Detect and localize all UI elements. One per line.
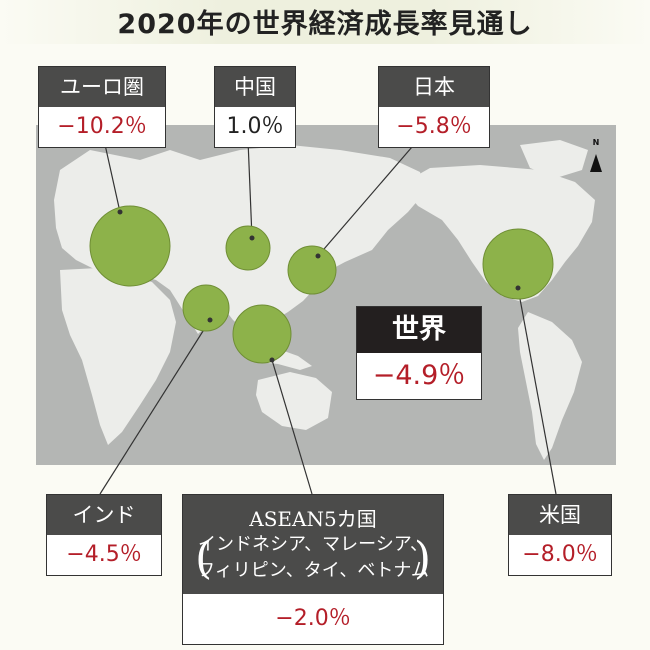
callout-world: 世界 −4.9％	[356, 306, 482, 400]
callout-world-label: 世界	[357, 307, 481, 353]
callout-asean-label: ASEAN5カ国	[249, 507, 377, 531]
callout-china-label: 中国	[215, 67, 295, 107]
callout-japan-label: 日本	[379, 67, 489, 107]
callout-china: 中国 1.0％	[214, 66, 296, 148]
bubbles	[89, 205, 554, 364]
callout-usa-value: −8.0％	[522, 542, 598, 567]
south-america-landmass	[518, 312, 582, 460]
marker-dot-china	[249, 235, 255, 241]
north-arrow-icon	[590, 154, 602, 172]
callout-japan: 日本 −5.8％	[378, 66, 490, 148]
marker-dot-usa	[515, 285, 521, 291]
callout-asean-value: −2.0％	[275, 606, 351, 631]
leader-line-japan	[317, 139, 419, 257]
callout-eurozone: ユーロ圏 −10.2％	[38, 66, 166, 148]
bubble-india	[182, 284, 230, 332]
callout-india: インド −4.5％	[46, 494, 162, 576]
leader-line-india	[99, 319, 211, 495]
callout-japan-value: −5.8％	[396, 114, 472, 139]
callout-usa-label: 米国	[509, 495, 611, 535]
greenland-landmass	[520, 140, 588, 178]
callout-asean-header: ASEAN5カ国 インドネシア、マレーシア、 フィリピン、タイ、ベトナム ( )	[183, 495, 443, 594]
bubble-japan	[287, 245, 337, 295]
right-paren-icon: )	[413, 533, 431, 584]
leader-line-china	[247, 139, 253, 239]
callout-asean: ASEAN5カ国 インドネシア、マレーシア、 フィリピン、タイ、ベトナム ( )…	[182, 494, 444, 645]
marker-dot-eurozone	[117, 209, 123, 215]
callout-asean-members-line2: フィリピン、タイ、ベトナム	[197, 560, 429, 581]
left-paren-icon: (	[195, 533, 213, 584]
callout-eurozone-label: ユーロ圏	[39, 67, 165, 107]
callout-eurozone-value: −10.2％	[57, 114, 147, 139]
leader-lines	[99, 139, 557, 495]
marker-dots	[117, 209, 521, 363]
bubble-usa	[482, 228, 554, 300]
leader-line-usa	[517, 287, 557, 495]
australia-landmass	[256, 372, 332, 430]
bubble-eurozone	[89, 205, 171, 287]
marker-dot-japan	[315, 253, 321, 259]
callout-usa: 米国 −8.0％	[508, 494, 612, 576]
title-bar	[0, 0, 650, 44]
callout-china-value: 1.0％	[226, 114, 284, 139]
callout-india-label: インド	[47, 495, 161, 535]
callout-asean-members-line1: インドネシア、マレーシア、	[197, 534, 429, 555]
landmasses	[54, 140, 595, 460]
leader-line-asean	[271, 359, 313, 495]
bubble-asean	[232, 304, 292, 364]
leader-line-eurozone	[103, 139, 121, 213]
callout-india-value: −4.5％	[66, 542, 142, 567]
bubble-china	[225, 225, 271, 271]
marker-dot-india	[207, 317, 213, 323]
marker-dot-asean	[269, 357, 275, 363]
north-label: N	[592, 138, 600, 147]
africa-landmass	[60, 268, 176, 445]
page-title: 2020年の世界経済成長率見通し	[117, 9, 533, 40]
callout-world-value: −4.9％	[372, 360, 466, 391]
